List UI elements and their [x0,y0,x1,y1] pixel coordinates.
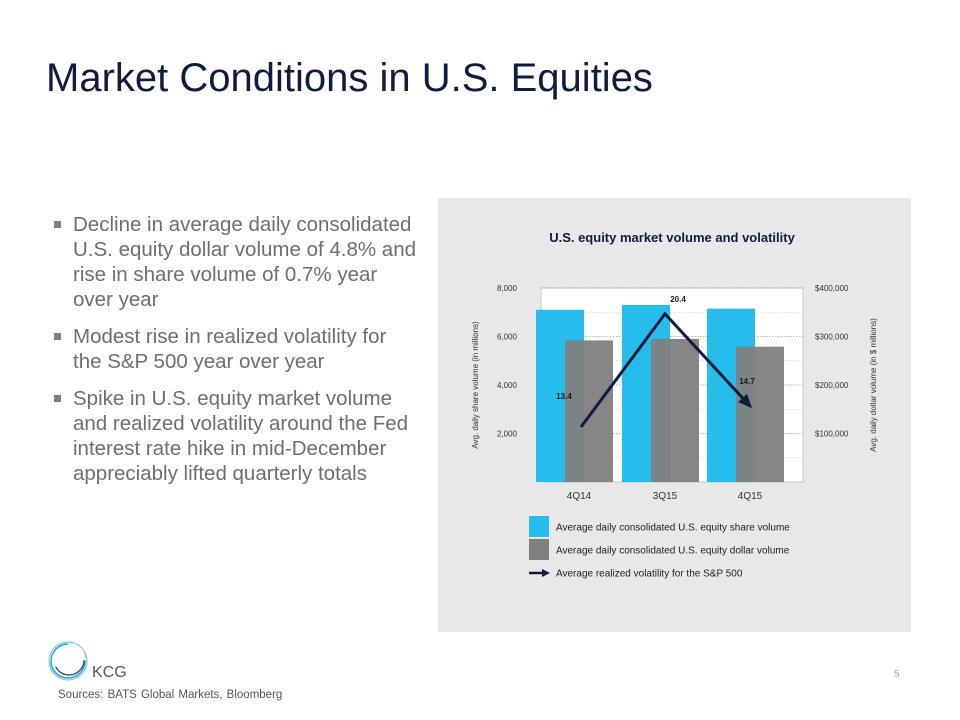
bullet-list: Decline in average daily consolidated U.… [52,212,417,498]
bullet-text: Spike in U.S. equity market volume and r… [73,387,409,485]
volatility-line [579,311,753,428]
bar-dollar-volume [565,340,613,482]
x-tick-label: 3Q15 [653,491,678,502]
kcg-logo [48,641,88,681]
bar-dollar-volume [736,346,784,482]
bullet-marker [54,395,61,402]
volatility-data-label: 20.4 [670,295,686,304]
y-tick-label-right: $100,000 [815,430,849,439]
slide-title: Market Conditions in U.S. Equities [46,56,653,100]
x-tick-label: 4Q15 [738,491,763,502]
bar-dollar-volume [651,338,699,482]
volatility-data-label: 14.7 [739,377,755,386]
bullet-item: Spike in U.S. equity market volume and r… [52,386,417,486]
bullet-item: Modest rise in realized volatility for t… [52,324,417,374]
y-tick-label-right: $200,000 [815,381,849,390]
y-tick-label-right: $400,000 [815,284,849,293]
bullet-marker [54,221,61,228]
y-axis-left-label: Avg. daily share volume (in millions) [471,321,480,449]
volatility-data-label: 13.4 [556,392,572,401]
chart-panel: U.S. equity market volume and volatility… [438,198,911,632]
chart-labels: 2,000 $100,000 4,000 $200,000 6,000 $300,000 8… [497,284,849,502]
legend-label: Average daily consolidated U.S. equity s… [556,523,790,534]
sources-footnote: Sources: BATS Global Markets, Bloomberg [58,689,283,701]
chart-title: U.S. equity market volume and volatility [549,230,795,245]
y-tick-label-left: 2,000 [497,430,518,439]
y-axis-right-label: Avg. daily dollar volume (in $ millions) [869,318,878,452]
legend-label: Average realized volatility for the S&P … [556,569,743,580]
legend-arrow-icon [542,569,550,577]
legend-swatch-dollar-volume [529,539,549,560]
y-tick-label-left: 4,000 [497,381,518,390]
bullet-item: Decline in average daily consolidated U.… [52,212,417,312]
bullet-text: Decline in average daily consolidated U.… [73,213,416,311]
legend-label: Average daily consolidated U.S. equity d… [556,546,790,557]
bars [536,304,784,482]
page-number: 5 [894,669,900,680]
bullet-text: Modest rise in realized volatility for t… [73,325,387,373]
legend: Average daily consolidated U.S. equity s… [529,516,790,580]
y-tick-label-right: $300,000 [815,333,849,342]
volatility-arrowhead [738,393,753,409]
x-tick-label: 4Q14 [567,491,592,502]
logo-text: KCG [92,664,127,681]
bullet-marker [54,333,61,340]
volatility-polyline [579,311,752,428]
y-tick-label-left: 8,000 [497,284,518,293]
legend-swatch-share-volume [529,516,549,537]
y-tick-label-left: 6,000 [497,333,518,342]
volume-volatility-chart: U.S. equity market volume and volatility… [471,230,878,580]
